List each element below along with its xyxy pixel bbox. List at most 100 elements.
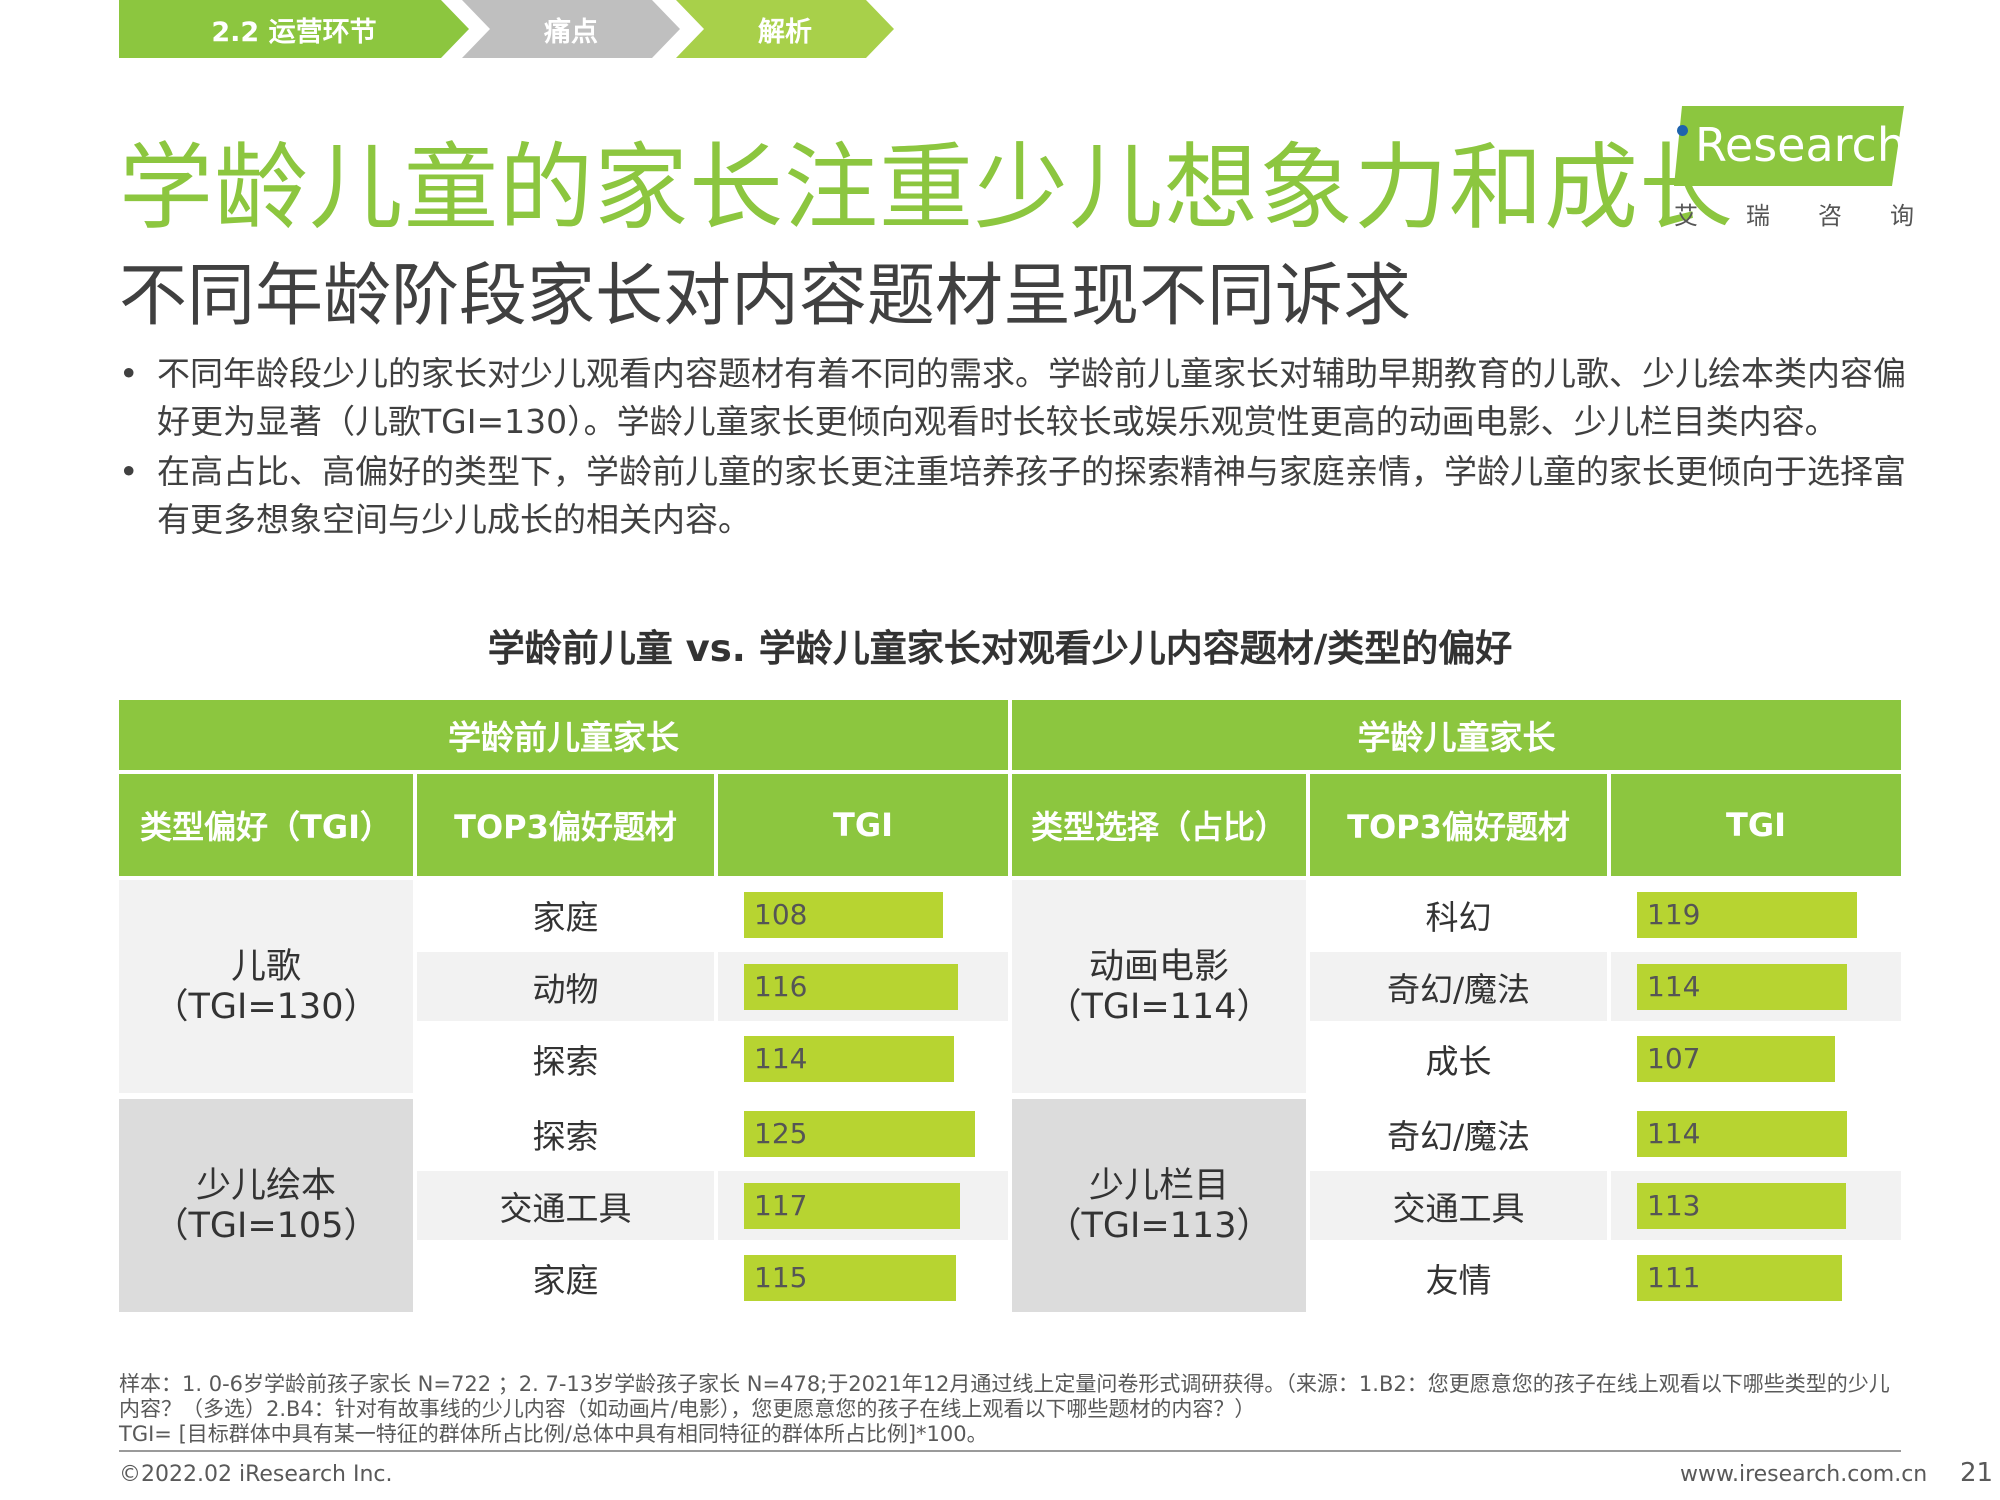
tgi-value-label: 125 bbox=[754, 1116, 808, 1150]
topic-cell: 奇幻/魔法 bbox=[1310, 1099, 1607, 1168]
tgi-bar bbox=[744, 891, 943, 938]
topic-cell: 友情 bbox=[1310, 1243, 1607, 1312]
tgi-bar bbox=[1637, 963, 1847, 1010]
breadcrumb-step3-label: 解析 bbox=[758, 16, 812, 48]
column-header-col-tgi: TGI bbox=[1611, 774, 1901, 876]
bullet-dot-icon: • bbox=[119, 452, 139, 491]
tgi-bar bbox=[744, 1110, 975, 1157]
copyright: ©2022.02 iResearch Inc. bbox=[119, 1462, 393, 1487]
group-header-right: 学龄儿童家长 bbox=[1012, 700, 1901, 770]
group-header-left: 学龄前儿童家长 bbox=[119, 700, 1008, 770]
website-link[interactable]: www.iresearch.com.cn bbox=[1680, 1462, 1928, 1487]
bullet-item: • 在高占比、高偏好的类型下，学龄前儿童的家长更注重培养孩子的探索精神与家庭亲情… bbox=[119, 448, 1909, 544]
category-cell: 少儿绘本 （TGI=105） bbox=[119, 1099, 413, 1312]
tgi-cell: 111 bbox=[1611, 1243, 1901, 1312]
breadcrumb-arrow-shape bbox=[676, 0, 894, 58]
note-tgi-definition: TGI= [目标群体中具有某一特征的群体所占比例/总体中具有相同特征的群体所占比… bbox=[119, 1422, 988, 1446]
note-sample: 样本：1. 0-6岁学龄前孩子家长 N=722 ；2. 7-13岁学龄孩子家长 … bbox=[119, 1372, 1890, 1421]
column-header-col-topic: TOP3偏好题材 bbox=[417, 774, 714, 876]
logo-cn-char: 询 bbox=[1890, 202, 1914, 230]
breadcrumb-step-analysis[interactable]: 解析 bbox=[676, 0, 894, 58]
category-tgi: （TGI=105） bbox=[153, 1205, 379, 1246]
category-tgi: （TGI=130） bbox=[153, 986, 379, 1027]
category-cell: 少儿栏目 （TGI=113） bbox=[1012, 1099, 1306, 1312]
table-title: 学龄前儿童 vs. 学龄儿童家长对观看少儿内容题材/类型的偏好 bbox=[487, 627, 1513, 670]
tgi-bar bbox=[744, 1254, 956, 1301]
breadcrumb-section[interactable]: 2.2 运营环节 bbox=[119, 0, 469, 58]
tgi-value-label: 117 bbox=[754, 1188, 808, 1222]
tgi-value-label: 114 bbox=[754, 1041, 808, 1075]
category-name: 动画电影 bbox=[1088, 946, 1229, 987]
category-name: 儿歌 bbox=[230, 946, 301, 987]
tgi-value-label: 108 bbox=[754, 897, 808, 931]
topic-cell: 交通工具 bbox=[1310, 1171, 1607, 1240]
category-cell: 儿歌 （TGI=130） bbox=[119, 880, 413, 1093]
tgi-cell: 107 bbox=[1611, 1024, 1901, 1093]
column-header-col-type: 类型选择（占比） bbox=[1012, 774, 1306, 876]
logo-band-shape bbox=[1674, 106, 1904, 186]
logo-cn-char: 咨 bbox=[1818, 202, 1842, 230]
footer-divider bbox=[119, 1450, 1901, 1452]
tgi-bar bbox=[744, 963, 958, 1010]
category-name: 少儿绘本 bbox=[195, 1165, 336, 1206]
topic-cell: 科幻 bbox=[1310, 880, 1607, 949]
tgi-cell: 114 bbox=[718, 1024, 1008, 1093]
page-title: 学龄儿童的家长注重少儿想象力和成长 bbox=[119, 134, 1735, 243]
bullet-dot-icon: • bbox=[119, 354, 139, 393]
topic-cell: 家庭 bbox=[417, 1243, 714, 1312]
logo-text: Research bbox=[1695, 118, 1906, 172]
tgi-bar bbox=[744, 1182, 960, 1229]
column-header-col-topic: TOP3偏好题材 bbox=[1310, 774, 1607, 876]
column-header-col-type: 类型偏好（TGI） bbox=[119, 774, 413, 876]
column-header-col-tgi: TGI bbox=[718, 774, 1008, 876]
page-subtitle: 不同年龄阶段家长对内容题材呈现不同诉求 bbox=[119, 257, 1412, 336]
bullet-text: 不同年龄段少儿的家长对少儿观看内容题材有着不同的需求。学龄前儿童家长对辅助早期教… bbox=[157, 354, 1906, 441]
logo-cn-char: 瑞 bbox=[1746, 202, 1770, 230]
topic-cell: 家庭 bbox=[417, 880, 714, 949]
tgi-cell: 125 bbox=[718, 1099, 1008, 1168]
tgi-cell: 114 bbox=[1611, 952, 1901, 1021]
tgi-value-label: 107 bbox=[1647, 1041, 1701, 1075]
tgi-cell: 116 bbox=[718, 952, 1008, 1021]
logo-chinese-name: 艾 瑞 咨 询 bbox=[1674, 196, 1914, 231]
tgi-bar bbox=[1637, 1254, 1842, 1301]
tgi-value-label: 119 bbox=[1647, 897, 1701, 931]
bullet-item: • 不同年龄段少儿的家长对少儿观看内容题材有着不同的需求。学龄前儿童家长对辅助早… bbox=[119, 350, 1909, 446]
tgi-value-label: 116 bbox=[754, 969, 808, 1003]
topic-cell: 动物 bbox=[417, 952, 714, 1021]
logo-dot bbox=[1677, 125, 1688, 136]
category-name: 少儿栏目 bbox=[1088, 1165, 1229, 1206]
summary-bullets: • 不同年龄段少儿的家长对少儿观看内容题材有着不同的需求。学龄前儿童家长对辅助早… bbox=[119, 350, 1909, 546]
topic-cell: 奇幻/魔法 bbox=[1310, 952, 1607, 1021]
logo-cn-char: 艾 bbox=[1674, 202, 1698, 230]
topic-cell: 交通工具 bbox=[417, 1171, 714, 1240]
tgi-bar bbox=[1637, 1182, 1846, 1229]
breadcrumb-step2-label: 痛点 bbox=[544, 16, 598, 48]
bullet-text: 在高占比、高偏好的类型下，学龄前儿童的家长更注重培养孩子的探索精神与家庭亲情，学… bbox=[157, 452, 1906, 539]
iresearch-logo: Research 艾 瑞 咨 询 bbox=[1660, 106, 1914, 230]
tgi-bar bbox=[1637, 1110, 1847, 1157]
tgi-cell: 115 bbox=[718, 1243, 1008, 1312]
tgi-value-label: 114 bbox=[1647, 969, 1701, 1003]
tgi-value-label: 113 bbox=[1647, 1188, 1701, 1222]
breadcrumb-step-pain-points[interactable]: 痛点 bbox=[462, 0, 680, 58]
category-cell: 动画电影 （TGI=114） bbox=[1012, 880, 1306, 1093]
breadcrumb-arrow-shape bbox=[119, 0, 469, 58]
tgi-value-label: 111 bbox=[1647, 1260, 1701, 1294]
category-tgi: （TGI=113） bbox=[1046, 1205, 1272, 1246]
tgi-bar bbox=[744, 1035, 954, 1082]
tgi-cell: 119 bbox=[1611, 880, 1901, 949]
tgi-value-label: 114 bbox=[1647, 1116, 1701, 1150]
source-notes: 样本：1. 0-6岁学龄前孩子家长 N=722 ；2. 7-13岁学龄孩子家长 … bbox=[119, 1372, 1909, 1447]
preference-table: 学龄前儿童家长 类型偏好（TGI） TOP3偏好题材 TGI 儿歌 （TGI=130） 家庭… bbox=[119, 700, 1901, 1312]
tgi-cell: 113 bbox=[1611, 1171, 1901, 1240]
topic-cell: 成长 bbox=[1310, 1024, 1607, 1093]
breadcrumb-arrow-shape bbox=[462, 0, 680, 58]
tgi-cell: 117 bbox=[718, 1171, 1008, 1240]
page-number: 21 bbox=[1960, 1458, 1994, 1488]
tgi-cell: 108 bbox=[718, 880, 1008, 949]
tgi-value-label: 115 bbox=[754, 1260, 808, 1294]
topic-cell: 探索 bbox=[417, 1024, 714, 1093]
tgi-bar bbox=[1637, 891, 1857, 938]
category-tgi: （TGI=114） bbox=[1046, 986, 1272, 1027]
